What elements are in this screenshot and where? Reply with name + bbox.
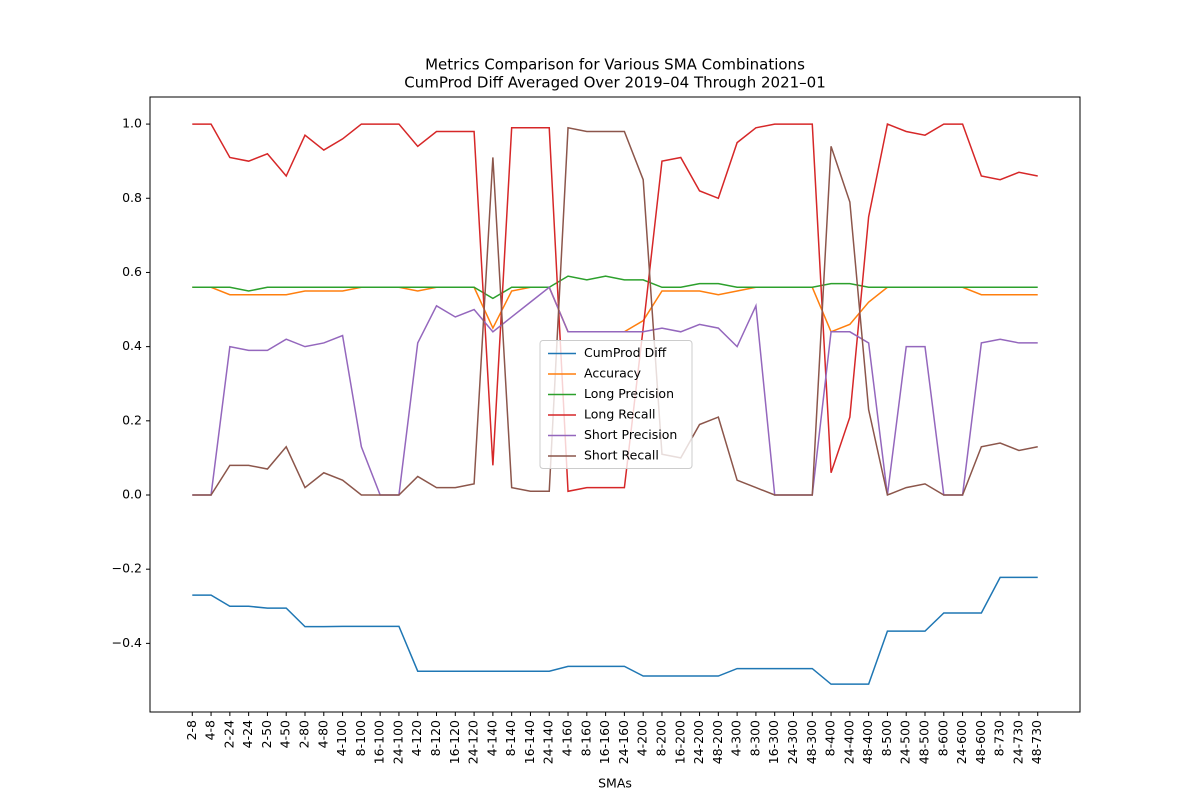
y-tick-label: 0.6 — [122, 264, 142, 279]
x-tick-label: 8-140 — [503, 720, 518, 756]
chart-subtitle: CumProd Diff Averaged Over 2019–04 Throu… — [404, 74, 826, 92]
x-tick-label: 24-160 — [616, 720, 631, 764]
x-tick-label: 2-80 — [297, 720, 312, 748]
x-tick-label: 24-300 — [785, 720, 800, 764]
x-tick-label: 24-500 — [898, 720, 913, 764]
x-tick-label: 24-730 — [1010, 720, 1025, 764]
x-tick-label: 24-100 — [390, 720, 405, 764]
x-tick-label: 8-120 — [428, 720, 443, 756]
x-tick-label: 16-100 — [372, 720, 387, 764]
legend-label: Long Recall — [584, 407, 656, 422]
legend-box — [539, 340, 693, 469]
y-tick-label: −0.2 — [112, 561, 142, 576]
legend-label: Long Precision — [584, 386, 674, 401]
x-tick-label: 24-140 — [541, 720, 556, 764]
x-tick-label: 48-730 — [1029, 720, 1044, 764]
y-tick-label: −0.4 — [112, 635, 142, 650]
y-tick-label: 0.0 — [122, 487, 142, 502]
x-tick-label: 8-100 — [353, 720, 368, 756]
y-tick-label: 0.4 — [122, 338, 142, 353]
x-tick-label: 4-160 — [560, 720, 575, 756]
x-tick-label: 16-160 — [597, 720, 612, 764]
x-tick-label: 4-80 — [315, 720, 330, 748]
legend-label: Accuracy — [584, 366, 642, 381]
series-line — [192, 286, 1038, 496]
x-tick-label: 16-200 — [672, 720, 687, 764]
x-tick-label: 16-140 — [522, 720, 537, 764]
y-tick-label: 1.0 — [122, 116, 142, 131]
x-tick-label: 4-50 — [278, 720, 293, 748]
x-tick-label: 48-400 — [860, 720, 875, 764]
chart-title: Metrics Comparison for Various SMA Combi… — [425, 56, 805, 74]
x-tick-label: 8-730 — [992, 720, 1007, 756]
x-tick-label: 4-120 — [409, 720, 424, 756]
series-line — [192, 275, 1038, 300]
x-tick-label: 8-200 — [653, 720, 668, 756]
y-tick-label: 0.8 — [122, 190, 142, 205]
series-line — [192, 576, 1038, 685]
series-line — [192, 126, 1038, 497]
x-tick-label: 48-500 — [917, 720, 932, 764]
x-tick-label: 24-120 — [466, 720, 481, 764]
x-tick-label: 8-500 — [879, 720, 894, 756]
x-tick-label: 8-400 — [823, 720, 838, 756]
x-tick-label: 8-300 — [747, 720, 762, 756]
x-axis-label: SMAs — [598, 776, 632, 791]
legend-label: Short Precision — [584, 427, 677, 442]
legend-label: Short Recall — [584, 448, 659, 463]
x-tick-label: 2-24 — [221, 720, 236, 748]
x-tick-label: 4-300 — [729, 720, 744, 756]
x-tick-label: 24-200 — [691, 720, 706, 764]
legend-label: CumProd Diff — [584, 345, 667, 360]
x-tick-label: 2-8 — [184, 720, 199, 740]
series-line — [192, 286, 1038, 333]
x-tick-label: 4-200 — [635, 720, 650, 756]
x-tick-label: 48-200 — [710, 720, 725, 764]
x-tick-label: 48-600 — [973, 720, 988, 764]
legend: CumProd Diff Accuracy Long Precision Long R… — [539, 340, 693, 469]
x-tick-label: 4-24 — [240, 720, 255, 748]
x-tick-label: 8-600 — [935, 720, 950, 756]
x-tick-label: 24-400 — [841, 720, 856, 764]
x-tick-label: 4-140 — [484, 720, 499, 756]
x-tick-label: 4-8 — [203, 720, 218, 740]
x-tick-label: 48-300 — [804, 720, 819, 764]
x-tick-label: 8-160 — [578, 720, 593, 756]
x-tick-label: 2-50 — [259, 720, 274, 748]
x-tick-label: 16-120 — [447, 720, 462, 764]
x-tick-label: 16-300 — [766, 720, 781, 764]
y-tick-label: 0.2 — [122, 412, 142, 427]
plot-area — [149, 96, 1081, 713]
x-tick-label: 4-100 — [334, 720, 349, 756]
series-line — [192, 123, 1038, 493]
x-tick-label: 24-600 — [954, 720, 969, 764]
